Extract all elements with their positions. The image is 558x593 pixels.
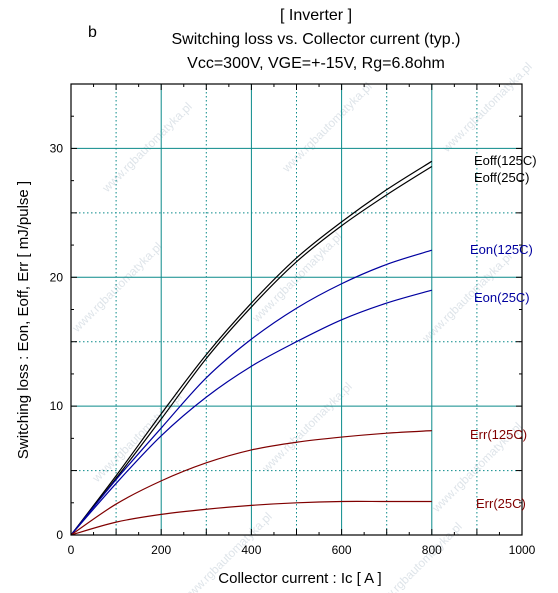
watermark-text: www.rgbautomatyka.pl bbox=[89, 390, 185, 486]
watermark-text: www.rgbautomatyka.pl bbox=[99, 100, 195, 196]
series-label-eon-25c: Eon(25C) bbox=[474, 290, 530, 305]
series-line-eon-25c bbox=[70, 289, 432, 536]
x-tick-label: 600 bbox=[332, 543, 352, 557]
series-label-eon-125c: Eon(125C) bbox=[470, 242, 533, 257]
series-label-err-25c: Err(25C) bbox=[476, 496, 526, 511]
watermark-layer: www.rgbautomatyka.pl www.rgbautomatyka.pl… bbox=[69, 60, 535, 593]
y-tick-label: 10 bbox=[50, 399, 64, 413]
y-tick-label: 20 bbox=[50, 270, 64, 284]
watermark-text: www.rgbautomatyka.pl bbox=[439, 60, 535, 156]
x-tick-labels: 0 200 400 600 800 1000 bbox=[68, 543, 536, 557]
chart-title-line-1: [ Inverter ] bbox=[280, 7, 352, 24]
watermark-text: www.rgbautomatyka.pl bbox=[69, 240, 165, 336]
x-tick-label: 400 bbox=[241, 543, 261, 557]
series-labels: Eoff(125C) Eoff(25C) Eon(125C) Eon(25C) Err(… bbox=[470, 153, 537, 511]
y-tick-label: 30 bbox=[50, 141, 64, 155]
y-tick-label: 0 bbox=[56, 528, 63, 542]
y-axis-label: Switching loss : Eon, Eoff, Err [ mJ/pul… bbox=[15, 181, 32, 459]
series-line-eon-125c bbox=[70, 249, 432, 536]
grid bbox=[71, 84, 522, 535]
panel-letter: b bbox=[88, 24, 97, 41]
watermark-text: www.rgbautomatyka.pl bbox=[259, 380, 355, 476]
watermark-text: www.rgbautomatyka.pl bbox=[279, 80, 375, 176]
x-tick-label: 800 bbox=[422, 543, 442, 557]
chart-title-line-2: Switching loss vs. Collector current (ty… bbox=[172, 31, 461, 48]
axis-ticks bbox=[71, 84, 522, 535]
watermark-text: www.rgbautomatyka.pl bbox=[369, 520, 465, 593]
series-layer bbox=[70, 160, 433, 536]
series-line-err-25c bbox=[70, 500, 432, 536]
chart-title-line-3: Vcc=300V, VGE=+-15V, Rg=6.8ohm bbox=[187, 55, 445, 72]
x-axis-label: Collector current : Ic [ A ] bbox=[218, 570, 381, 587]
x-tick-label: 200 bbox=[151, 543, 171, 557]
series-line-eoff-25c bbox=[70, 165, 433, 536]
series-line-eoff-125c bbox=[70, 160, 433, 536]
series-label-eoff-125c: Eoff(125C) bbox=[474, 153, 537, 168]
x-tick-label: 1000 bbox=[509, 543, 536, 557]
x-tick-label: 0 bbox=[68, 543, 75, 557]
series-line-err-125c bbox=[70, 430, 432, 536]
series-label-err-125c: Err(125C) bbox=[470, 427, 527, 442]
y-tick-labels: 0 10 20 30 bbox=[50, 141, 64, 542]
series-label-eoff-25c: Eoff(25C) bbox=[474, 170, 529, 185]
